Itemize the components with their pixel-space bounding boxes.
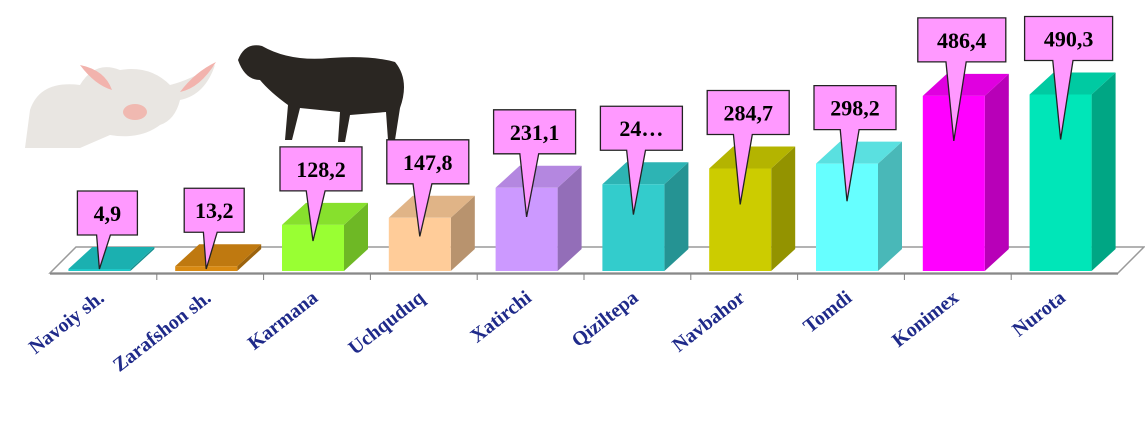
bar-side <box>664 162 689 271</box>
bar-top <box>816 141 902 164</box>
callout-shape <box>917 17 1007 141</box>
bar-side <box>771 146 796 271</box>
data-label: 231,1 <box>510 120 560 145</box>
bar-side <box>450 195 475 271</box>
category-labels-layer: Navoiy sh. Zarafshon sh. Karmana Uchquduq Xa… <box>25 286 1070 376</box>
callout-shape <box>706 89 790 205</box>
data-label: 490,3 <box>1044 26 1094 51</box>
data-label: 24… <box>619 116 663 141</box>
data-label-callout: 4,9 <box>76 190 139 270</box>
goat-image <box>25 62 216 148</box>
bar-3 <box>282 202 368 271</box>
bar-side <box>344 202 368 271</box>
data-label-callout: 13,2 <box>183 187 245 270</box>
bar-side <box>130 247 155 271</box>
category-label: Navbahor <box>668 287 749 357</box>
category-label: Navoiy sh. <box>25 287 109 359</box>
bar-side <box>878 141 902 271</box>
data-label-callout: 128,2 <box>279 146 363 242</box>
bar-top <box>68 247 155 269</box>
data-label-callout: 284,7 <box>706 89 790 205</box>
bar-top <box>922 73 1009 96</box>
sheep-image <box>238 45 404 142</box>
callout-shape <box>279 146 363 242</box>
callouts-layer: 4,9 13,2 128,2 147,8 231,1 24… 284,7 298,2 486,4… <box>76 15 1114 270</box>
data-label-callout: 490,3 <box>1023 15 1114 140</box>
bar-10 <box>1029 72 1116 271</box>
category-label: Tomdi <box>799 286 856 337</box>
callout-shape <box>76 190 139 270</box>
bar-9 <box>922 73 1009 272</box>
bar-8 <box>816 141 902 271</box>
category-label: Zarafshon sh. <box>109 287 215 377</box>
callout-shape <box>492 109 577 218</box>
data-label: 13,2 <box>195 198 234 223</box>
bar-1 <box>68 247 155 271</box>
data-label: 486,4 <box>937 28 987 53</box>
data-label-callout: 24… <box>599 105 684 215</box>
bar-6 <box>602 162 689 271</box>
category-label: Uchquduq <box>344 287 429 360</box>
bar-top <box>388 195 475 218</box>
data-label: 284,7 <box>723 101 773 126</box>
category-label: Konimex <box>888 287 963 352</box>
bar-top <box>602 162 689 185</box>
bar-top <box>495 165 582 188</box>
callout-shape <box>1023 15 1114 140</box>
callout-shape <box>599 105 684 215</box>
bar-top <box>709 146 796 169</box>
data-label-callout: 486,4 <box>917 17 1007 141</box>
category-label: Karmana <box>244 287 322 355</box>
bar-side <box>557 165 582 271</box>
data-label: 298,2 <box>830 96 880 121</box>
bar-side <box>237 244 262 271</box>
data-label-callout: 231,1 <box>492 109 577 218</box>
bar-top <box>282 202 368 225</box>
data-label: 147,8 <box>403 150 453 175</box>
bar-5 <box>495 165 582 271</box>
bar-front <box>68 269 131 271</box>
bar-top <box>175 244 262 267</box>
data-label: 4,9 <box>94 201 122 226</box>
callout-shape <box>813 84 897 202</box>
bar-side <box>1091 72 1116 271</box>
data-label-callout: 147,8 <box>386 139 470 237</box>
bar-side <box>984 73 1009 272</box>
callout-shape <box>386 139 470 237</box>
bar-7 <box>709 146 796 271</box>
category-label: Nurota <box>1008 287 1069 342</box>
callout-shape <box>183 187 245 270</box>
bar-top <box>1029 72 1116 95</box>
bars-layer <box>48 72 1145 280</box>
data-label-callout: 298,2 <box>813 84 897 202</box>
data-label: 128,2 <box>296 157 346 182</box>
bar-4 <box>388 195 475 271</box>
category-label: Qiziltepa <box>568 287 643 352</box>
category-label: Xatirchi <box>466 286 536 347</box>
